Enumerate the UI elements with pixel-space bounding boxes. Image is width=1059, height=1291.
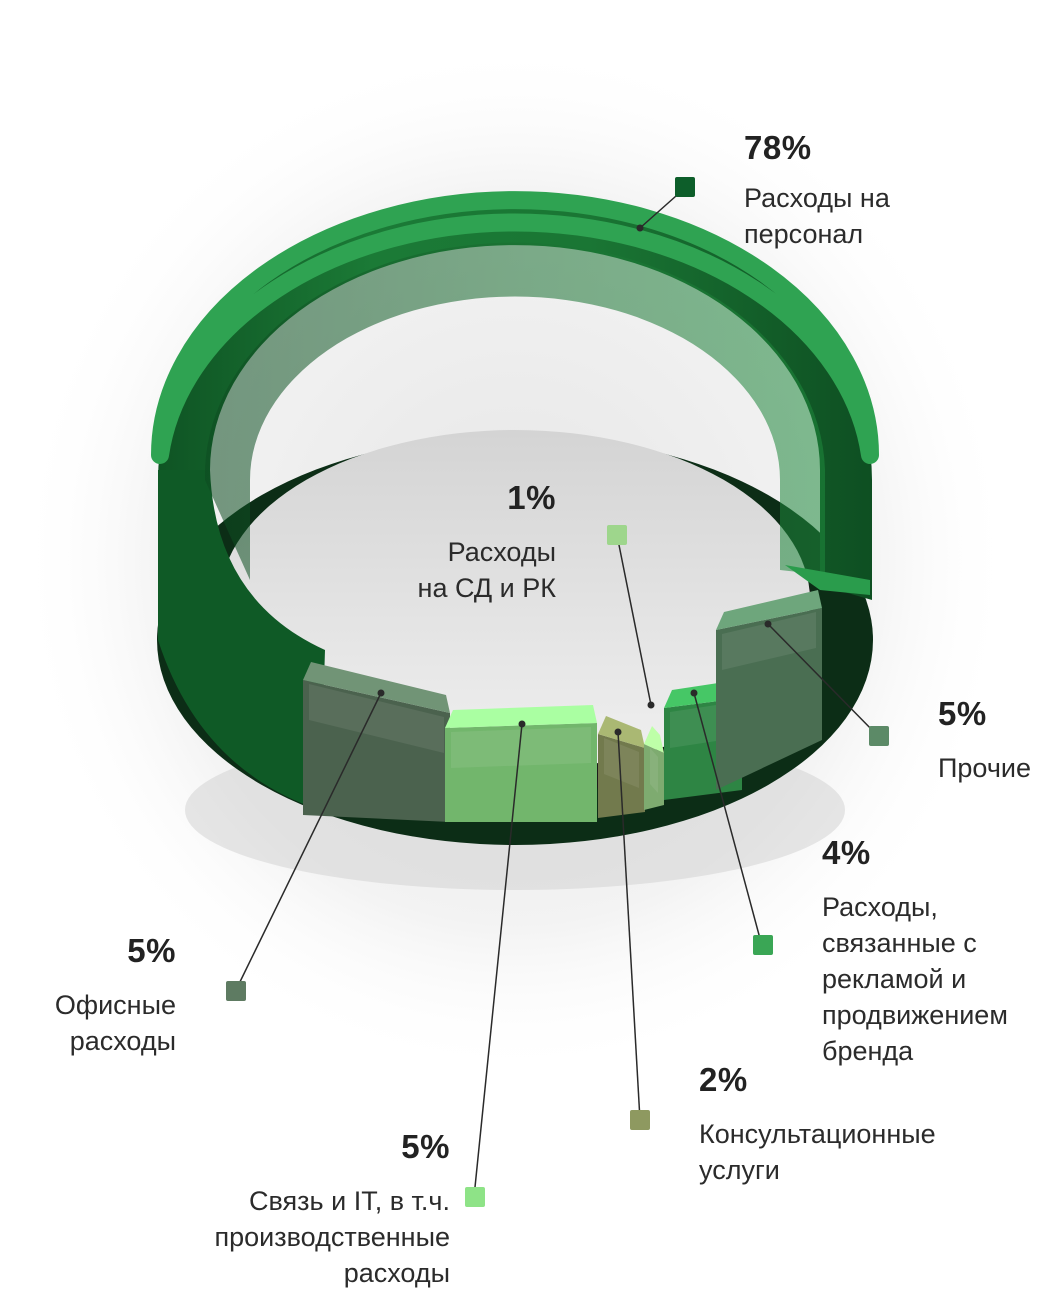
marker-advertising — [753, 935, 773, 955]
slice-office-front — [303, 680, 450, 822]
slice-it-top — [445, 705, 597, 728]
marker-it — [465, 1187, 485, 1207]
marker-sd-rk — [607, 525, 627, 545]
slice-other-top — [716, 590, 822, 630]
slice-sd-rk-highlight — [650, 748, 658, 793]
label-sd-rk: 1% Расходы на СД и РК — [380, 478, 556, 606]
slice-it-highlight — [451, 727, 591, 768]
label-advertising: 4% Расходы, связанные с рекламой и продв… — [822, 833, 1008, 1069]
marker-office — [226, 981, 246, 1001]
slice-consulting-highlight — [604, 738, 639, 788]
slice-office-top — [303, 662, 450, 713]
leader-line-it — [473, 723, 523, 1198]
leader-dot — [764, 620, 772, 628]
leader-line-sd-rk — [616, 534, 652, 706]
leader-dot — [377, 689, 385, 697]
slice-consulting-front — [598, 734, 645, 818]
leader-dot — [518, 720, 526, 728]
slice-office-highlight — [309, 684, 444, 753]
slice-sd-rk-front — [644, 744, 664, 810]
leader-dot — [614, 728, 622, 736]
label-other-name: Прочие — [938, 753, 1032, 783]
label-sd-rk-value: 1% — [507, 479, 556, 516]
label-personnel: 78% Расходы на персонал — [744, 128, 890, 252]
label-other: 5% Прочие — [938, 694, 1031, 786]
slice-personnel-top-face — [151, 191, 879, 464]
label-office-value: 5% — [127, 932, 176, 969]
label-advertising-name: Расходы, связанные с рекламой и продвиже… — [822, 892, 1008, 1066]
legend-markers — [226, 177, 889, 1207]
marker-personnel — [675, 177, 695, 197]
leader-line-office — [235, 692, 382, 991]
leader-dot — [636, 224, 644, 232]
label-consulting: 2% Консультационные услуги — [699, 1060, 936, 1188]
leader-dot — [647, 701, 655, 709]
label-sd-rk-name: Расходы на СД и РК — [417, 537, 556, 603]
slice-it-front — [445, 723, 597, 822]
label-personnel-value: 78% — [744, 129, 812, 166]
label-it-name: Связь и IT, в т.ч. производственные расх… — [214, 1186, 451, 1288]
slice-other-highlight — [722, 612, 816, 670]
leader-lines — [235, 187, 879, 1198]
label-personnel-name: Расходы на персонал — [744, 183, 890, 249]
slice-sd-rk-top — [644, 726, 664, 753]
label-it-value: 5% — [401, 1128, 450, 1165]
leader-line-advertising — [693, 692, 763, 947]
slice-personnel-left-wall — [158, 470, 325, 810]
label-it: 5% Связь и IT, в т.ч. производственные р… — [150, 1127, 451, 1291]
label-advertising-value: 4% — [822, 834, 871, 871]
label-consulting-name: Консультационные услуги — [699, 1119, 936, 1185]
marker-consulting — [630, 1110, 650, 1130]
label-office-name: Офисные расходы — [54, 990, 176, 1056]
marker-other — [869, 726, 889, 746]
leader-line-consulting — [617, 731, 641, 1121]
leader-dots — [377, 224, 772, 736]
leader-dot — [690, 689, 698, 697]
label-consulting-value: 2% — [699, 1061, 748, 1098]
label-office: 5% Офисные расходы — [20, 931, 176, 1059]
slice-other-front — [716, 608, 822, 790]
leader-line-other — [767, 623, 879, 737]
slice-personnel-right-end — [785, 565, 870, 595]
front-slices — [303, 590, 822, 822]
slice-personnel-inner-wall — [204, 242, 826, 580]
label-other-value: 5% — [938, 695, 987, 732]
